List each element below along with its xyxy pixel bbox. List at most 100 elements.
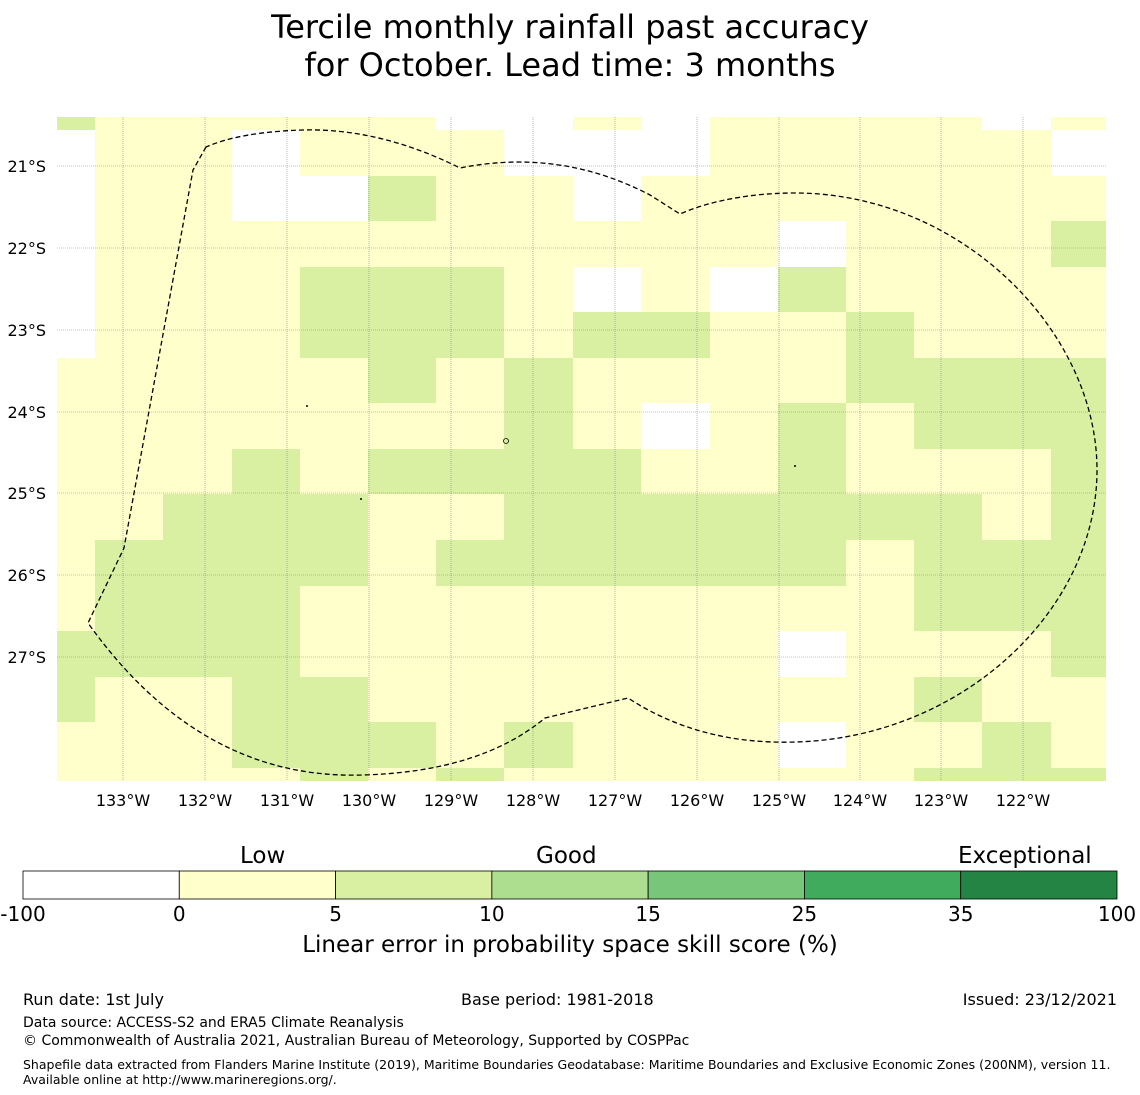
grid-cell [573,540,641,586]
grid-cell [982,677,1051,722]
grid-cell [778,130,846,176]
grid-cell [778,267,846,312]
grid-cell [573,449,641,494]
grid-cell [95,267,163,312]
grid-cell [778,540,846,586]
grid-cell [436,403,504,449]
grid-cell [232,631,300,677]
grid-cell [436,586,504,631]
grid-cell [57,176,95,221]
grid-cell [1051,221,1106,267]
grid-cell [163,722,232,768]
colorbar [22,870,1118,900]
grid-cell [300,117,368,130]
grid-cell [641,722,710,768]
island-marks [306,405,796,500]
grid-cell [368,312,436,358]
grid-cell [163,267,232,312]
grid-cell [641,631,710,677]
grid-cell [846,768,914,781]
grid-cell [232,449,300,494]
grid-cell [436,449,504,494]
grid-cell [846,358,914,403]
grid-cell [504,267,573,312]
grid-cell [95,117,163,130]
grid-cell [914,130,982,176]
grid-cell [982,312,1051,358]
grid-cell [436,631,504,677]
grid-cell [57,586,95,631]
colorbar-segment [178,870,336,900]
grid-cell [95,358,163,403]
grid-cell [300,449,368,494]
grid-cell [436,540,504,586]
grid-cell [1051,403,1106,449]
grid-cell [573,130,641,176]
grid-cell [163,117,232,130]
grid-cell [1051,631,1106,677]
grid-cell [641,586,710,631]
grid-cell [982,130,1051,176]
grid-cell [778,586,846,631]
map-title-line-2: for October. Lead time: 3 months [304,46,836,84]
grid-cell [914,768,982,781]
grid-cell [573,312,641,358]
grid-cell [232,677,300,722]
grid-cell [504,176,573,221]
grid-cell [163,586,232,631]
grid-cell [232,722,300,768]
grid-cell [573,358,641,403]
grid-cell [573,494,641,540]
colorbar-label-exceptional: Exceptional [958,843,1092,869]
longitude-label: 132°W [178,791,233,810]
grid-cell [710,176,778,221]
grid-cell [300,677,368,722]
grid-cell [641,221,710,267]
grid-cell [436,176,504,221]
grid-cell [368,176,436,221]
grid-cell [232,221,300,267]
grid-cell [778,631,846,677]
grid-cell [504,358,573,403]
grid-cell [846,449,914,494]
grid-cell [641,130,710,176]
grid-cell [1051,117,1106,130]
grid-cell [982,403,1051,449]
grid-cell [573,176,641,221]
grid-cell [300,722,368,768]
grid-cell [710,403,778,449]
grid-cell [163,768,232,781]
run-date: Run date: 1st July [23,990,164,1009]
longitude-label: 125°W [752,791,807,810]
grid-cell [368,221,436,267]
grid-cell [163,540,232,586]
colorbar-label-low: Low [240,843,286,869]
map-title-line-1: Tercile monthly rainfall past accuracy [271,8,869,46]
grid-cell [95,403,163,449]
grid-cell [232,358,300,403]
grid-cell [1051,540,1106,586]
grid-cell [163,312,232,358]
grid-cell [57,677,95,722]
grid-cell [914,267,982,312]
grid-cell [436,130,504,176]
longitude-label: 130°W [342,791,397,810]
grid-cell [846,586,914,631]
colorbar-tick-label: 35 [947,902,974,926]
longitude-label: 127°W [588,791,643,810]
colorbar-tick-label: 10 [479,902,505,926]
grid-cell [95,768,163,781]
grid-cell [573,631,641,677]
grid-cell [300,312,368,358]
grid-cell [846,221,914,267]
grid-cell [163,358,232,403]
colorbar-tick-label: 0 [172,902,186,926]
grid-cell [914,176,982,221]
grid-cell [57,722,95,768]
grid-cell [300,540,368,586]
grid-cell [95,449,163,494]
grid-cell [914,117,982,130]
grid-cell [163,631,232,677]
grid-cell [300,586,368,631]
grid-cell [57,768,95,781]
